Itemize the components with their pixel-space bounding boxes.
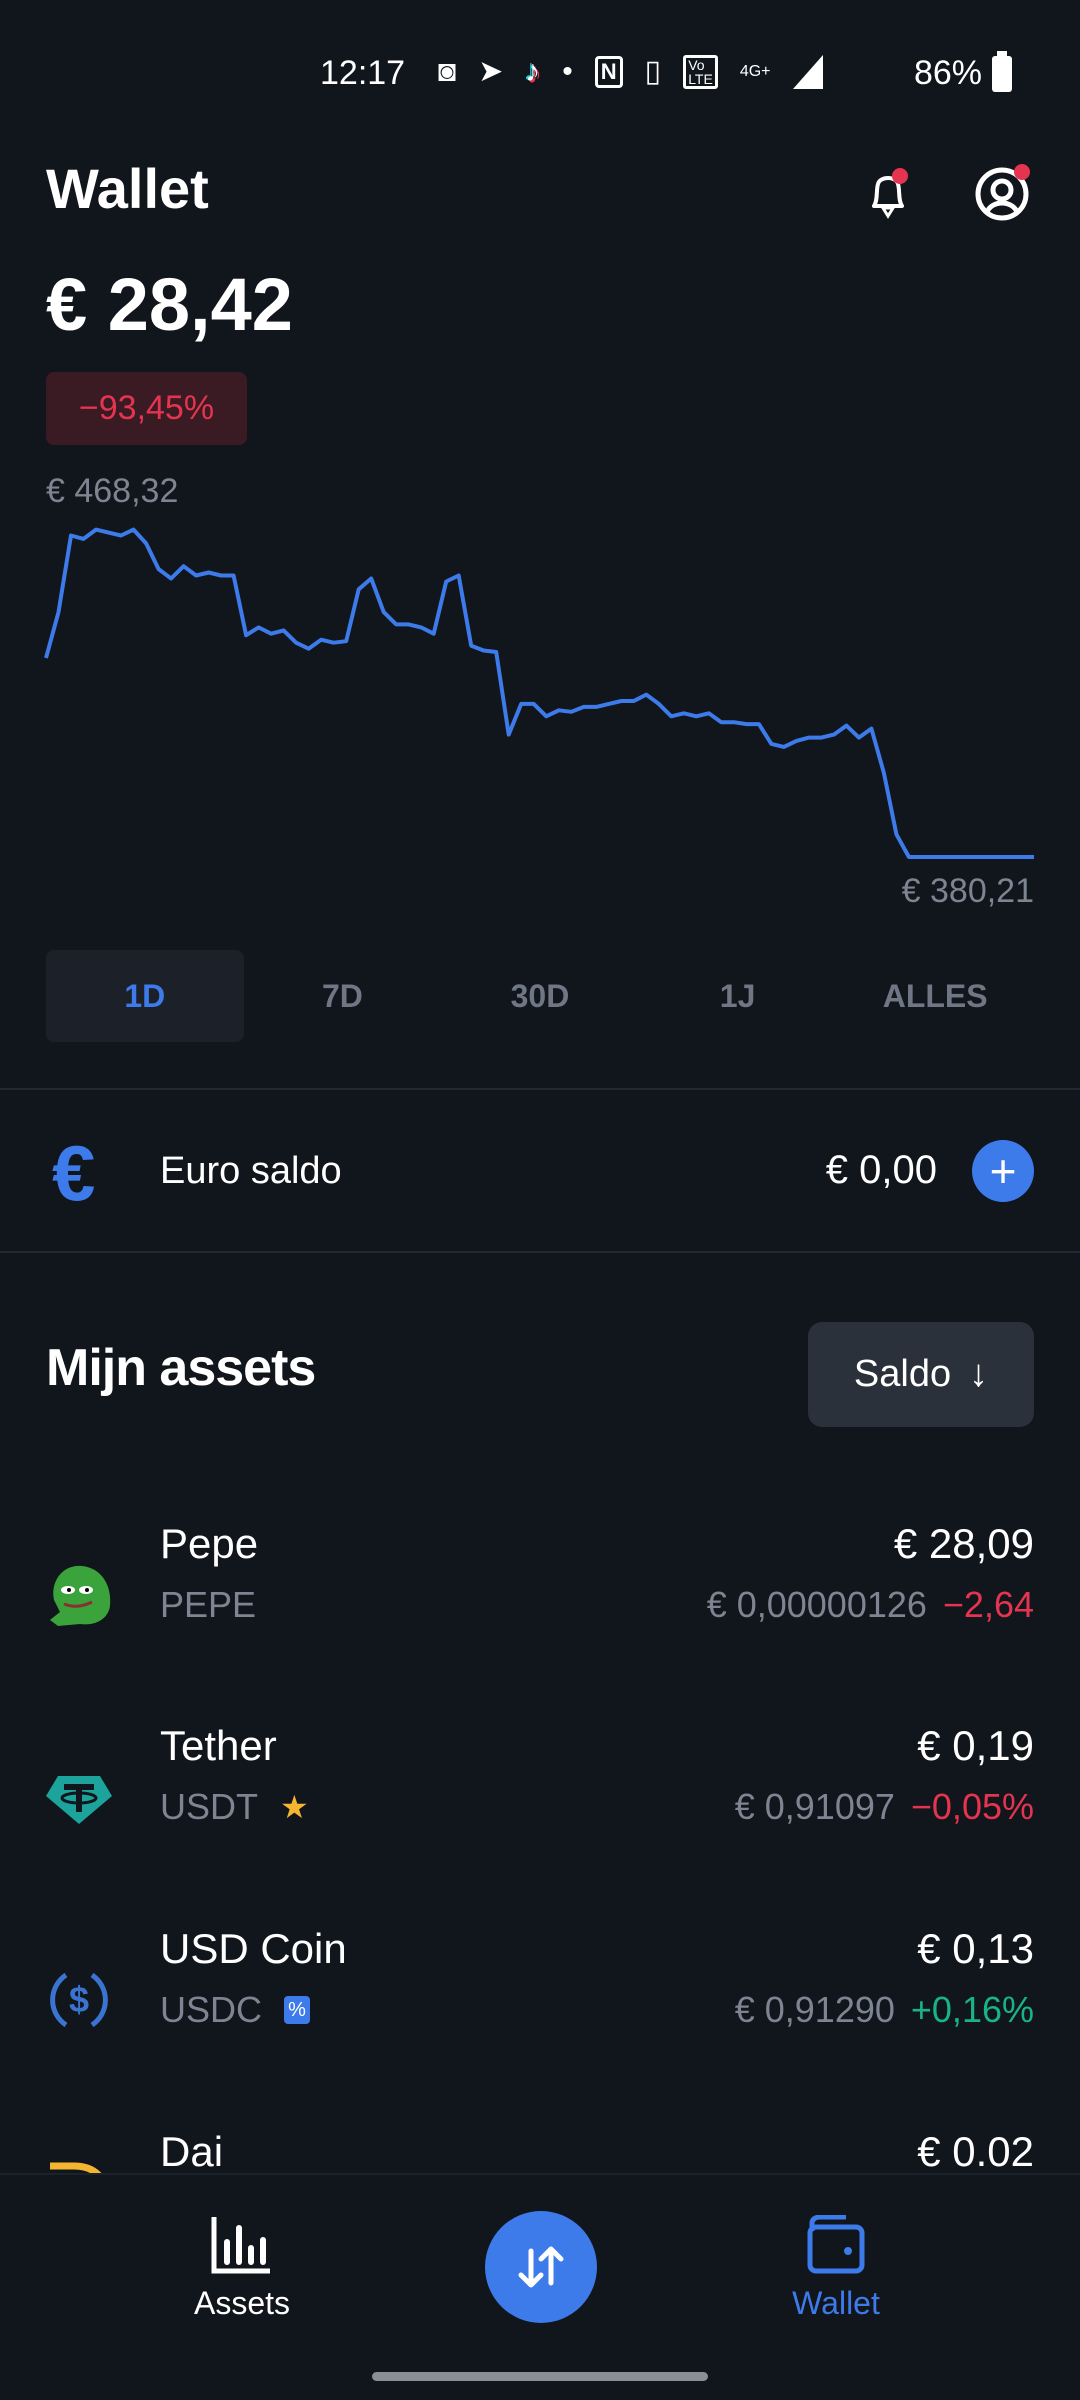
section-title: Mijn assets xyxy=(46,1339,316,1397)
asset-name: Tether xyxy=(160,1722,277,1769)
balance-chart[interactable] xyxy=(0,500,1080,870)
add-euro-button[interactable]: + xyxy=(972,1140,1034,1202)
wallet-icon xyxy=(807,2215,865,2274)
tab-1d[interactable]: 1D xyxy=(46,950,244,1042)
chart-line xyxy=(44,527,1034,859)
tab-7d[interactable]: 7D xyxy=(321,977,363,1014)
change-badge: −93,45% xyxy=(46,372,247,445)
asset-change: +0,16% xyxy=(910,1989,1034,2030)
asset-price: € 0,91097 xyxy=(734,1786,895,1827)
asset-row-pepe[interactable]: Pepe PEPE € 28,09 € 0,00000126 −2,64 xyxy=(0,1520,1080,1720)
euro-balance-value: € 0,00 xyxy=(825,1148,937,1192)
nav-assets-label: Assets xyxy=(193,2285,291,2321)
asset-row-dai[interactable]: Dai € 0.02 xyxy=(0,2128,1080,2173)
asset-price-change: € 0,91097 −0,05% xyxy=(735,1786,1034,1828)
euro-icon: € xyxy=(52,1129,96,1217)
bar-chart-icon xyxy=(211,2217,270,2274)
asset-row-usd-coin[interactable]: $ USD Coin USDC% € 0,13 € 0,91290 +0,16% xyxy=(0,1925,1080,2125)
nav-assets[interactable]: Assets xyxy=(142,2215,342,2322)
pepe-logo-icon xyxy=(50,1565,111,1626)
asset-change: −2,64 xyxy=(942,1584,1034,1625)
asset-name: USD Coin xyxy=(160,1925,347,1972)
euro-balance-row[interactable]: € Euro saldo € 0,00 + xyxy=(0,1090,1080,1250)
status-icons: ◙ ➤ ♪ • N ▯ Vo LTE 4G+ xyxy=(438,54,823,89)
star-icon: ★ xyxy=(280,1789,309,1825)
asset-ticker: USDC% xyxy=(160,1989,311,2031)
battery-icon xyxy=(992,50,1012,92)
percent-badge-icon: % xyxy=(284,1996,311,2024)
arrow-down-icon: ↓ xyxy=(969,1353,989,1395)
asset-name: Dai xyxy=(160,2128,224,2173)
chart-max-label: € 468,32 xyxy=(46,472,179,510)
tab-30d[interactable]: 30D xyxy=(510,977,570,1014)
asset-ticker-text: USDC xyxy=(160,1989,263,2030)
euro-balance-label: Euro saldo xyxy=(160,1150,342,1192)
asset-ticker: USDT ★ xyxy=(160,1786,309,1828)
notification-dot xyxy=(892,168,908,184)
network-type: 4G+ xyxy=(739,62,771,80)
status-time: 12:17 xyxy=(320,54,406,92)
discord-icon: ◙ xyxy=(438,54,457,88)
asset-value: € 0,13 xyxy=(917,1925,1034,1972)
signal-icon xyxy=(792,54,823,89)
vibrate-icon: ▯ xyxy=(644,55,662,88)
tiktok-icon: ♪ xyxy=(525,54,541,88)
asset-ticker-text: USDT xyxy=(160,1786,258,1827)
telegram-icon: ➤ xyxy=(478,55,504,88)
asset-change: −0,05% xyxy=(910,1786,1034,1827)
bottom-nav: Assets Wallet xyxy=(0,2173,1080,2400)
profile-dot xyxy=(1014,164,1030,180)
bell-icon[interactable] xyxy=(856,160,920,224)
swap-button[interactable] xyxy=(485,2211,597,2323)
nfc-icon: N xyxy=(594,55,623,88)
page-title: Wallet xyxy=(46,157,209,220)
profile-icon[interactable] xyxy=(970,160,1034,224)
tab-alles[interactable]: ALLES xyxy=(882,977,988,1014)
dai-logo-icon xyxy=(50,2162,102,2173)
asset-price-change: € 0,91290 +0,16% xyxy=(735,1989,1034,2031)
tab-1j[interactable]: 1J xyxy=(719,977,756,1014)
home-indicator[interactable] xyxy=(372,2372,708,2381)
sort-button[interactable]: Saldo ↓ xyxy=(808,1322,1034,1427)
asset-ticker: PEPE xyxy=(160,1584,256,1626)
asset-price: € 0,91290 xyxy=(734,1989,895,2030)
timeframe-tabs: 1D 7D 30D 1J ALLES xyxy=(46,950,1034,1042)
tether-logo-icon xyxy=(46,1776,112,1824)
asset-row-tether[interactable]: Tether USDT ★ € 0,19 € 0,91097 −0,05% xyxy=(0,1722,1080,1922)
asset-price: € 0,00000126 xyxy=(706,1584,927,1625)
chart-min-label: € 380,21 xyxy=(901,872,1034,910)
asset-ticker-text: PEPE xyxy=(160,1584,257,1625)
sort-label: Saldo xyxy=(853,1353,952,1395)
nav-wallet[interactable]: Wallet xyxy=(736,2215,936,2322)
usdc-logo-icon: $ xyxy=(50,1972,108,2028)
total-balance: € 28,42 xyxy=(46,263,293,346)
status-bar: 12:17 ◙ ➤ ♪ • N ▯ Vo LTE 4G+ 86% xyxy=(0,44,1080,100)
asset-name: Pepe xyxy=(160,1520,259,1567)
battery-status: 86% xyxy=(913,50,1012,93)
nav-wallet-label: Wallet xyxy=(792,2285,880,2321)
swap-arrows-icon xyxy=(518,2246,564,2288)
volte-icon: Vo LTE xyxy=(683,54,718,89)
asset-value: € 0,19 xyxy=(917,1722,1034,1769)
divider xyxy=(0,1088,1080,1090)
battery-percent: 86% xyxy=(913,54,982,92)
divider xyxy=(0,1251,1080,1253)
asset-price-change: € 0,00000126 −2,64 xyxy=(707,1584,1034,1626)
svg-text:$: $ xyxy=(69,1979,89,2020)
dot-icon: • xyxy=(562,54,573,88)
asset-value: € 0.02 xyxy=(917,2128,1034,2173)
asset-value: € 28,09 xyxy=(893,1520,1034,1567)
